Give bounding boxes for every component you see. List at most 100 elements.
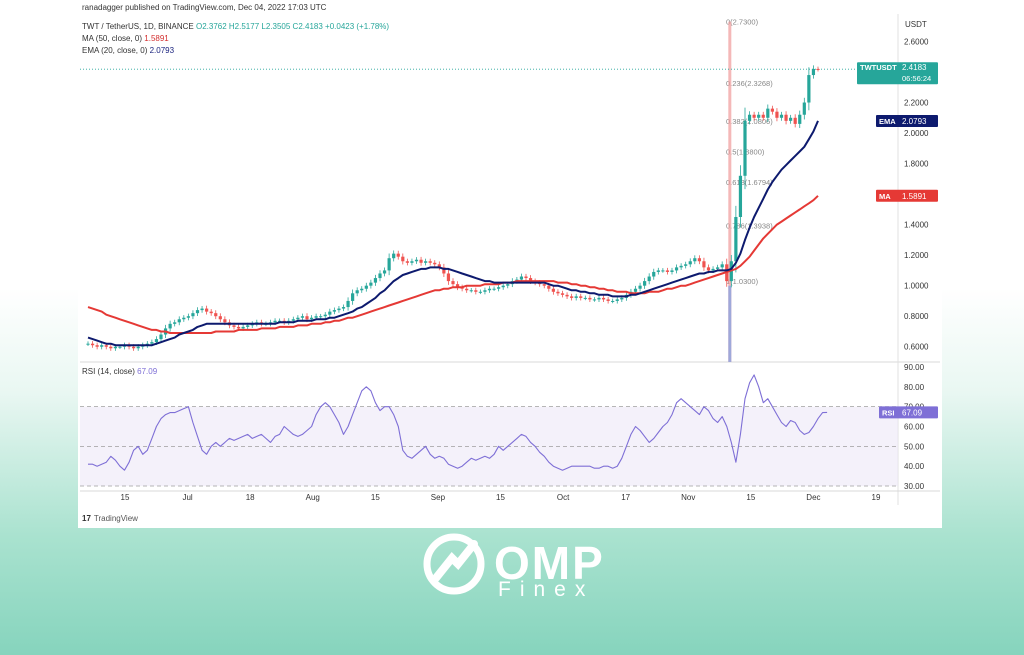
candle-body — [328, 311, 332, 315]
candle-body — [747, 114, 752, 121]
ohlc-close: C2.4183 — [292, 22, 323, 31]
candle-body — [337, 308, 341, 311]
candle-body — [355, 290, 359, 294]
ohlc-low: L2.3505 — [261, 22, 291, 31]
candle-body — [583, 297, 587, 299]
candle-body — [309, 317, 314, 320]
candle-body — [743, 120, 747, 176]
ma-legend[interactable]: MA (50, close, 0) 1.5891 — [82, 34, 169, 43]
candle-body — [693, 258, 697, 262]
time-tick-label: Oct — [557, 493, 570, 502]
price-label-twtusdt: TWTUSDT 2.4183 06:56:24 — [857, 62, 938, 85]
time-tick-label: Aug — [306, 493, 320, 502]
candle-body — [711, 268, 715, 271]
candle-body — [542, 284, 546, 286]
candle-body — [633, 288, 638, 292]
rsi-legend[interactable]: RSI (14, close) 67.09 — [82, 367, 157, 376]
candle-body — [688, 261, 692, 265]
rsi-tick-label: 80.00 — [904, 383, 925, 392]
candle-body — [720, 264, 724, 268]
candle-body — [757, 114, 761, 118]
candle-body — [465, 288, 469, 291]
price-tick-label: 1.2000 — [904, 251, 929, 260]
price-tick-label: 1.0000 — [904, 282, 929, 291]
candle-body — [373, 278, 378, 283]
candle-body — [524, 276, 528, 279]
candle-body — [273, 320, 277, 323]
rsi-label-name: RSI — [882, 408, 895, 417]
candle-body — [528, 278, 533, 282]
candle-body — [360, 288, 364, 291]
candle-body — [734, 217, 738, 262]
price-axis-unit: USDT — [905, 20, 927, 29]
symbol-line: TWT / TetherUS, 1D, BINANCE O2.3762 H2.5… — [82, 22, 389, 31]
rsi-label-value: 67.09 — [902, 408, 923, 417]
ma-value: 1.5891 — [144, 34, 169, 43]
price-label-bg — [876, 189, 938, 202]
candle-body — [620, 297, 624, 300]
candle-body — [182, 317, 186, 320]
candle-body — [396, 253, 400, 257]
fib-level-label: 0.618(1.6794) — [726, 178, 773, 187]
price-tick-label: 2.0000 — [904, 129, 929, 138]
candle-body — [697, 258, 701, 262]
candle-body — [195, 310, 200, 314]
candle-body — [752, 114, 756, 118]
ema-legend[interactable]: EMA (20, close, 0) 2.0793 — [82, 46, 174, 55]
price-tick-label: 1.8000 — [904, 160, 929, 169]
publisher-line: ranadagger published on TradingView.com,… — [82, 3, 327, 12]
candle-body — [95, 345, 99, 347]
candle-body — [656, 270, 660, 272]
candle-body — [419, 259, 423, 263]
fib-level-label: 0.236(2.3268) — [726, 79, 773, 88]
time-tick-label: Nov — [681, 493, 695, 502]
ema-value: 2.0793 — [149, 46, 175, 55]
candle-body — [487, 288, 492, 291]
ohlc-high: H2.5177 — [228, 22, 260, 31]
tv-icon: 17 — [82, 514, 91, 523]
candle-body — [205, 308, 209, 312]
candle-body — [433, 262, 437, 265]
candle-body — [186, 316, 190, 318]
candle-body — [241, 326, 245, 329]
candle-body — [437, 264, 441, 268]
candles-group — [86, 65, 820, 351]
price-label-value: 2.4183 — [902, 63, 927, 72]
brand-name: OMP — [494, 537, 605, 589]
candle-body — [223, 319, 227, 323]
candle-body — [679, 265, 683, 268]
ohlc-change: +0.0423 (+1.78%) — [325, 22, 390, 31]
candle-body — [497, 287, 501, 289]
price-label-value: 2.0793 — [902, 117, 927, 126]
time-tick-label: 19 — [872, 493, 881, 502]
candle-body — [775, 111, 779, 118]
time-tick-label: 17 — [621, 493, 630, 502]
candle-body — [209, 311, 213, 314]
time-tick-label: Jul — [182, 493, 192, 502]
candle-body — [214, 313, 218, 317]
candle-body — [200, 308, 204, 311]
candle-body — [442, 267, 446, 274]
rsi-value: 67.09 — [137, 367, 158, 376]
candle-body — [483, 290, 487, 292]
candle-body — [100, 345, 104, 347]
price-tick-label: 0.6000 — [904, 343, 929, 352]
pump-day-bar — [728, 285, 732, 362]
candle-body — [378, 273, 382, 279]
time-tick-label: 15 — [496, 493, 505, 502]
candle-body — [702, 261, 706, 268]
candle-body — [779, 114, 784, 118]
candle-body — [661, 270, 665, 272]
chart-canvas: USDT0.60000.80001.00001.20001.40001.6000… — [80, 14, 940, 505]
candle-body — [588, 297, 592, 300]
tradingview-logo[interactable]: 17 TradingView — [82, 514, 138, 523]
candle-body — [761, 114, 765, 118]
candle-body — [296, 317, 300, 320]
candle-body — [414, 259, 419, 262]
candle-body — [387, 258, 391, 271]
candle-body — [647, 276, 651, 282]
candle-body — [501, 285, 505, 288]
candle-body — [118, 346, 122, 348]
candle-body — [451, 281, 455, 285]
candle-body — [784, 114, 788, 121]
